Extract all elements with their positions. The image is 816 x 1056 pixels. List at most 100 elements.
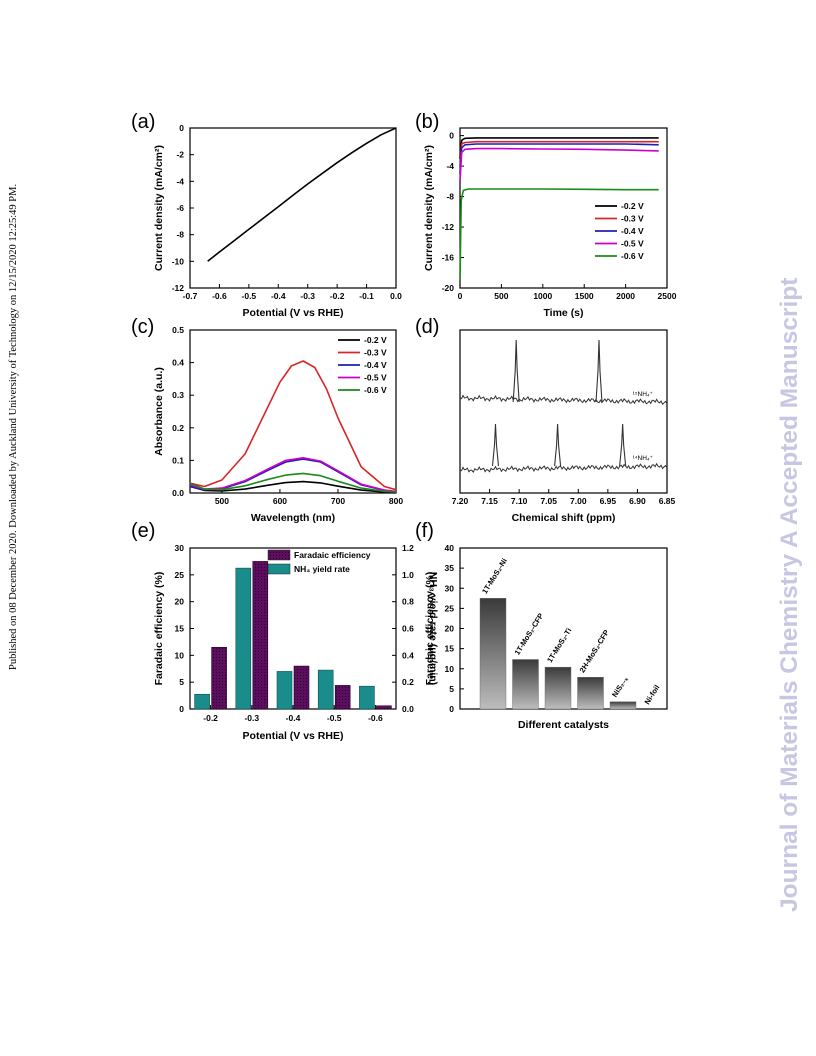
x-tick-label: -0.5 — [327, 713, 342, 723]
margin-note: Published on 08 December 2020. Downloade… — [4, 160, 26, 680]
bar-yield — [317, 669, 334, 710]
y-tick-label: -12 — [442, 222, 455, 232]
y-tick-label: 30 — [445, 583, 455, 593]
y-tick-label: -16 — [442, 253, 455, 263]
legend-label: -0.6 V — [364, 385, 387, 395]
x-tick-label: -0.4 — [271, 291, 286, 301]
series-line-1 — [459, 137, 659, 159]
bar-category-label: 1T-MoS₂-Ti — [545, 626, 573, 664]
y-tick-label: 5 — [449, 684, 454, 694]
chart-panel-3: (c) 500 600 700 800 0.0 0.1 0.2 0.3 0.4 0.5 Wavelen… — [131, 316, 403, 524]
series-line-3 — [459, 143, 659, 174]
x-axis-label: Different catalysts — [518, 719, 609, 731]
x-tick-label: -0.3 — [244, 713, 259, 723]
nmr-peak — [491, 423, 500, 467]
x-axis-label: Time (s) — [543, 307, 583, 319]
x-axis-label: Chemical shift (ppm) — [512, 512, 616, 524]
y-axis-label: Current density (mA/cm²) — [153, 145, 165, 271]
y-tick-label: 40 — [445, 543, 455, 553]
x-tick-label: 6.85 — [659, 496, 676, 506]
y-tick-label: -8 — [446, 192, 454, 202]
x-tick-label: -0.4 — [286, 713, 301, 723]
y-tick-label: 0 — [449, 131, 454, 141]
panel-label: (a) — [131, 111, 155, 133]
y-tick-label: 30 — [175, 543, 185, 553]
panel-label: (c) — [131, 316, 154, 338]
x-tick-label: 2000 — [616, 291, 635, 301]
series-line-2 — [189, 360, 397, 491]
bar-yield — [276, 671, 293, 710]
y-tick-label: -4 — [446, 161, 454, 171]
series-line-4 — [459, 147, 659, 182]
legend-label: Faradaic efficiency — [294, 550, 371, 560]
y-tick-label: -12 — [172, 283, 185, 293]
x-tick-label: 1500 — [575, 291, 594, 301]
nmr-peak — [512, 339, 520, 403]
y-tick-label: 0.0 — [172, 488, 184, 498]
y-tick-label: 0 — [179, 123, 184, 133]
margin-note-text: Published on 08 December 2020. Downloade… — [8, 183, 19, 670]
x-tick-label: 2500 — [658, 291, 677, 301]
bar-category-label: Ni-foil — [643, 683, 662, 706]
series-line-2 — [459, 140, 659, 167]
y-right-tick-label: 1.0 — [402, 570, 414, 580]
bar-faradaic-efficiency — [544, 666, 572, 710]
x-axis-label: Potential (V vs RHE) — [243, 307, 344, 319]
y-tick-label: 25 — [445, 603, 455, 613]
watermark: Journal of Materials Chemistry A Accepte… — [770, 140, 810, 920]
y-tick-label: -4 — [176, 176, 184, 186]
y-tick-label: -20 — [442, 283, 455, 293]
series-line-4 — [189, 457, 397, 493]
nmr-peak — [554, 423, 562, 467]
legend-label: -0.3 V — [621, 214, 644, 224]
bar-yield — [235, 567, 252, 710]
y-tick-label: 5 — [179, 677, 184, 687]
x-tick-label: -0.2 — [203, 713, 218, 723]
x-tick-label: 7.20 — [452, 496, 469, 506]
y-tick-label: 10 — [445, 664, 455, 674]
x-tick-label: 500 — [494, 291, 508, 301]
legend-label: -0.4 V — [621, 226, 644, 236]
bar-category-label: NiS₂₋ₓ — [610, 675, 630, 699]
legend-label: NH₃ yield rate — [294, 564, 350, 574]
x-tick-label: -0.3 — [300, 291, 315, 301]
bar-category-label: 2H-MoS₂-CFP — [578, 628, 611, 674]
legend-swatch — [267, 563, 291, 575]
panel-label: (e) — [131, 520, 155, 542]
y-tick-label: 0 — [179, 704, 184, 714]
nmr-baseline-2 — [459, 462, 668, 474]
y-right-tick-label: 0.6 — [402, 624, 414, 634]
chart-panel-1: (a) -0.7 -0.6 -0.5 -0.4 -0.3 -0.2 -0.1 0.0 0 -2 -4 -… — [131, 111, 402, 319]
x-tick-label: 6.90 — [629, 496, 646, 506]
x-axis-label: Potential (V vs RHE) — [243, 730, 344, 742]
legend-label: -0.6 V — [621, 251, 644, 261]
y-axis-label: Faradaic efficiency (%) — [153, 572, 165, 686]
legend-label: -0.5 V — [621, 239, 644, 249]
bar-category-label: 1T-MoS₂-Ni — [480, 557, 509, 596]
nmr-annotation: ¹⁵NH₄⁺ — [633, 391, 654, 398]
chart-panel-5: (e) 0 5 10 15 20 25 30 0.0 0.2 0.4 0.6 0.8 1.0 1.2 -0.2… — [131, 520, 439, 742]
chart-panel-2: (b) 0 500 1000 1500 2000 2500 0 -4 -8 -12 -16 -20 Tim… — [415, 111, 677, 319]
y-right-tick-label: 0.8 — [402, 597, 414, 607]
y-tick-label: 25 — [175, 570, 185, 580]
bar-faradaic-efficiency — [512, 659, 539, 710]
bar-faradaic — [334, 685, 351, 710]
series-line-5 — [189, 472, 397, 493]
chart-panel-4: (d) 7.20 7.15 7.10 7.05 7.00 6.95 6.90 6.85 Chemi… — [415, 316, 676, 524]
plot-frame — [189, 127, 397, 289]
y-tick-label: 35 — [445, 563, 455, 573]
plot-frame — [189, 329, 397, 494]
bar-faradaic-efficiency — [577, 677, 604, 710]
plot-frame — [459, 127, 668, 289]
x-tick-label: 6.95 — [600, 496, 617, 506]
y-right-tick-label: 0.0 — [402, 704, 414, 714]
x-tick-label: 0.0 — [390, 291, 402, 301]
x-axis-label: Wavelength (nm) — [251, 512, 335, 524]
y-right-tick-label: 0.2 — [402, 677, 414, 687]
chart-panel-6: (f) 0 5 10 15 20 25 30 35 40 1T-MoS₂-Ni1T-MoS₂-CFP… — [415, 520, 668, 731]
y-right-tick-label: 1.2 — [402, 543, 414, 553]
series-line-1 — [189, 480, 397, 494]
y-tick-label: 20 — [175, 597, 185, 607]
series-line-1 — [207, 127, 397, 262]
bar-yield — [194, 693, 210, 710]
